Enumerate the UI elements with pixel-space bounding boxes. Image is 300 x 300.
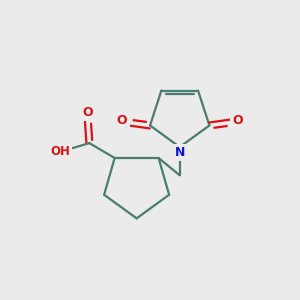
Text: OH: OH	[50, 145, 70, 158]
Text: O: O	[232, 114, 243, 127]
Text: O: O	[82, 106, 93, 119]
Text: N: N	[175, 146, 185, 159]
Text: O: O	[117, 114, 128, 127]
